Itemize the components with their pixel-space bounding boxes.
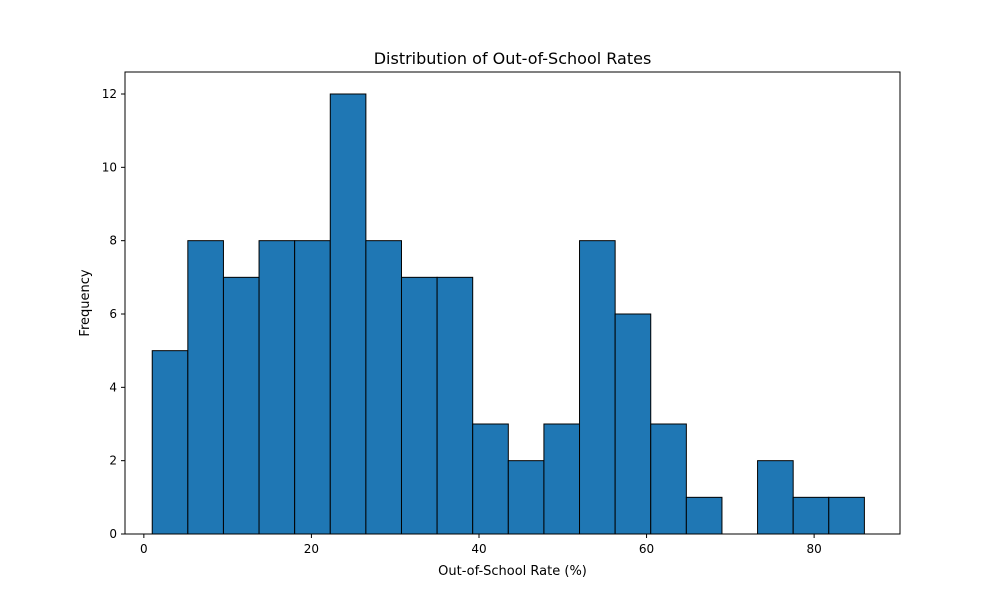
histogram-bar bbox=[365, 240, 402, 535]
bars-group bbox=[151, 93, 865, 535]
histogram-bar bbox=[828, 496, 865, 535]
x-tick-label: 80 bbox=[806, 542, 821, 556]
histogram-bar bbox=[151, 350, 189, 535]
plot-frame bbox=[124, 71, 901, 535]
x-tick-label: 40 bbox=[471, 542, 486, 556]
y-tick-label: 8 bbox=[109, 234, 117, 248]
histogram-bar bbox=[436, 276, 474, 535]
histogram-bar bbox=[685, 496, 723, 535]
chart-title: Distribution of Out-of-School Rates bbox=[374, 49, 652, 68]
histogram-bar bbox=[187, 240, 224, 535]
x-tick-label: 20 bbox=[304, 542, 319, 556]
histogram-bar bbox=[614, 313, 652, 535]
y-tick-label: 2 bbox=[109, 454, 117, 468]
y-tick-label: 12 bbox=[102, 87, 117, 101]
histogram-bar bbox=[472, 423, 509, 535]
x-axis-label: Out-of-School Rate (%) bbox=[438, 564, 587, 579]
histogram-bar bbox=[507, 460, 545, 535]
y-axis-label: Frequency bbox=[78, 269, 93, 336]
y-axis-ticks: 0 2 4 6 8 10 12 bbox=[102, 87, 125, 541]
histogram-bar bbox=[329, 93, 367, 535]
y-tick-label: 0 bbox=[109, 527, 117, 541]
x-tick-label: 0 bbox=[140, 542, 148, 556]
x-tick-label: 60 bbox=[639, 542, 654, 556]
histogram-bar bbox=[579, 240, 616, 535]
y-tick-label: 6 bbox=[109, 307, 117, 321]
histogram-bar bbox=[400, 276, 438, 535]
histogram-bar bbox=[543, 423, 581, 535]
x-axis-ticks: 0 20 40 60 80 bbox=[140, 534, 822, 556]
histogram-bar bbox=[222, 276, 260, 535]
histogram-bar bbox=[258, 240, 296, 535]
histogram-bar bbox=[294, 240, 331, 535]
y-tick-label: 10 bbox=[102, 160, 117, 174]
histogram-bar bbox=[757, 460, 794, 535]
histogram-bar bbox=[792, 496, 830, 535]
histogram-bar bbox=[650, 423, 687, 535]
y-tick-label: 4 bbox=[109, 380, 117, 394]
